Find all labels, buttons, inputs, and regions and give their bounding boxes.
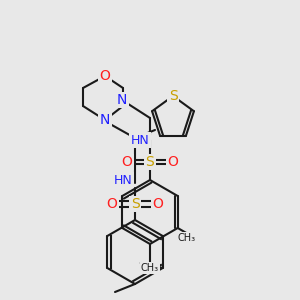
Text: O: O [168, 155, 178, 169]
Text: S: S [130, 197, 140, 211]
Text: O: O [153, 197, 164, 211]
Text: S: S [146, 155, 154, 169]
Text: CH₃: CH₃ [177, 232, 195, 243]
Text: O: O [122, 155, 132, 169]
Text: N: N [100, 113, 110, 127]
Text: O: O [106, 197, 117, 211]
Text: N: N [117, 93, 127, 107]
Text: HN: HN [114, 173, 132, 187]
Text: HN: HN [130, 134, 149, 146]
Text: S: S [169, 89, 177, 103]
Text: O: O [100, 69, 110, 83]
Text: CH₃: CH₃ [141, 263, 159, 273]
